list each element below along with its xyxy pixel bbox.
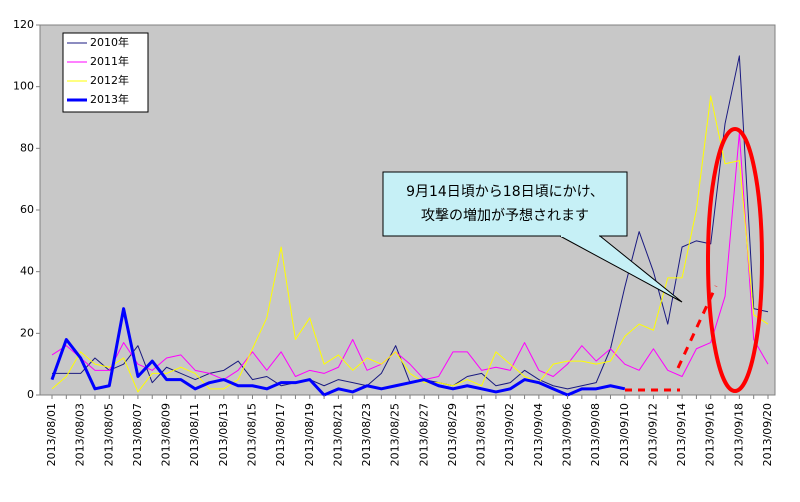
- x-tick-label: 2013/09/14: [675, 403, 688, 466]
- x-tick-label: 2013/08/01: [45, 403, 58, 466]
- x-tick-label: 2013/09/18: [732, 403, 745, 466]
- x-tick-label: 2013/08/19: [303, 403, 316, 466]
- y-tick-label: 20: [20, 326, 34, 339]
- y-tick-label: 40: [20, 265, 34, 278]
- x-tick-label: 2013/08/29: [446, 403, 459, 466]
- legend-label: 2013年: [90, 92, 129, 106]
- callout-box: [382, 171, 628, 237]
- series-line: [51, 132, 769, 381]
- legend-label: 2012年: [90, 73, 129, 87]
- highlight-ellipse: [706, 127, 764, 393]
- x-tick-label: 2013/08/11: [188, 403, 201, 466]
- legend: [62, 32, 149, 113]
- x-tick-label: 2013/08/31: [475, 403, 488, 466]
- callout-text: 9月14日頃から18日頃にかけ、: [406, 184, 604, 200]
- x-tick-label: 2013/09/10: [618, 403, 631, 466]
- x-tick-label: 2013/08/17: [274, 403, 287, 466]
- x-tick-label: 2013/08/05: [102, 403, 115, 466]
- x-tick-label: 2013/09/02: [503, 403, 516, 466]
- x-tick-label: 2013/08/27: [417, 403, 430, 466]
- y-tick-label: 100: [13, 80, 34, 93]
- callout-text: 攻撃の増加が予想されます: [421, 208, 589, 224]
- y-tick-label: 80: [20, 141, 34, 154]
- x-tick-label: 2013/08/23: [360, 403, 373, 466]
- x-tick-label: 2013/09/20: [761, 403, 774, 466]
- x-tick-label: 2013/08/03: [74, 403, 87, 466]
- x-tick-label: 2013/09/04: [532, 403, 545, 466]
- x-tick-label: 2013/08/09: [160, 403, 173, 466]
- x-tick-label: 2013/09/12: [646, 403, 659, 466]
- y-tick-label: 120: [13, 18, 34, 31]
- series-layer: [50, 55, 769, 397]
- x-tick-label: 2013/08/21: [331, 403, 344, 466]
- y-tick-label: 0: [27, 388, 34, 401]
- y-tick-label: 60: [20, 203, 34, 216]
- x-tick-label: 2013/08/07: [131, 403, 144, 466]
- x-tick-label: 2013/08/15: [245, 403, 258, 466]
- callout-join: [561, 235, 599, 237]
- series-line: [51, 95, 769, 393]
- series-line: [50, 307, 626, 397]
- legend-label: 2010年: [90, 35, 129, 49]
- x-tick-label: 2013/09/06: [561, 403, 574, 466]
- legend-label: 2011年: [90, 54, 129, 68]
- x-tick-label: 2013/09/16: [704, 403, 717, 466]
- x-tick-label: 2013/08/25: [389, 403, 402, 466]
- x-tick-label: 2013/09/08: [589, 403, 602, 466]
- x-tick-label: 2013/08/13: [217, 403, 230, 466]
